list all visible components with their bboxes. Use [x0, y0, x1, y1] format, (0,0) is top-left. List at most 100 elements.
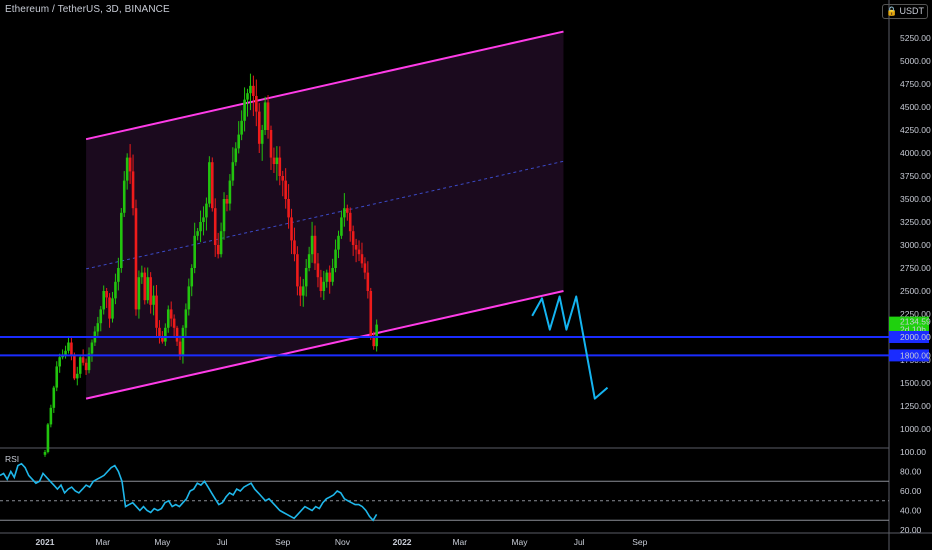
candle-body	[152, 295, 155, 305]
time-tick-label: Mar	[95, 537, 110, 547]
candle-body	[325, 272, 329, 282]
level-badge-label: 1800.00	[900, 350, 931, 360]
candle-body	[328, 272, 331, 282]
candle-body	[249, 85, 252, 94]
chart-title: Ethereum / TetherUS, 3D, BINANCE	[5, 4, 170, 15]
candle-body	[175, 327, 179, 342]
rsi-tick-label: 80.00	[900, 467, 922, 477]
last-price-label: 2134.59	[900, 317, 931, 327]
candle-body	[184, 309, 188, 328]
candle-body	[337, 235, 340, 250]
candle-body	[222, 199, 226, 232]
candle-body	[369, 291, 373, 337]
time-axis[interactable]: 2021 Mar May Jul Sep Nov 2022 Mar May Jul Sep	[36, 537, 648, 547]
candle-body	[287, 199, 290, 218]
candle-body	[58, 357, 61, 367]
candle-body	[319, 277, 323, 291]
candle-body	[140, 272, 144, 278]
candle-body	[213, 208, 217, 245]
candle-body	[246, 93, 249, 100]
currency-button[interactable]: 🔒 USDT	[882, 4, 928, 19]
candle-body	[120, 212, 123, 268]
candle-body	[345, 208, 349, 213]
last-price-badge	[889, 316, 929, 335]
candle-body	[187, 286, 191, 310]
price-axis[interactable]: 1000.001250.001500.001750.002000.002250.…	[889, 33, 931, 434]
time-tick-label: Mar	[452, 537, 467, 547]
candle-body	[105, 291, 108, 298]
candle-body	[143, 272, 147, 301]
last-price-countdown: 2d 10h	[900, 325, 926, 335]
candle-body	[111, 298, 114, 319]
candle-body	[301, 286, 305, 296]
price-tick-label: 1250.00	[900, 401, 931, 411]
candle-body	[49, 407, 53, 425]
candle-body	[354, 245, 358, 250]
channel-fill	[86, 31, 564, 399]
candle-body	[149, 277, 152, 305]
candle-body	[158, 327, 161, 337]
candle-body	[234, 148, 238, 163]
candle-body	[67, 342, 70, 351]
candle-body	[55, 366, 59, 388]
candle-body	[81, 357, 85, 363]
price-tick-label: 3750.00	[900, 171, 931, 181]
candle-body	[178, 341, 182, 356]
candle-body	[331, 268, 334, 282]
candle-body	[293, 240, 296, 255]
candle-body	[43, 452, 47, 455]
candle-body	[190, 268, 194, 287]
candle-body	[131, 171, 135, 209]
time-tick-label: Sep	[275, 537, 290, 547]
candle-body	[78, 357, 82, 374]
candle-body	[252, 85, 255, 96]
projection-line	[531, 295, 609, 400]
candle-body	[225, 199, 229, 204]
projection-path[interactable]	[531, 295, 609, 400]
candle-body	[172, 318, 176, 328]
channel-upper-line	[85, 30, 564, 141]
candle-body	[304, 268, 308, 287]
horizontal-levels[interactable]	[0, 336, 889, 357]
candle-body	[202, 217, 205, 222]
candle-body	[210, 162, 214, 209]
candlestick-series	[43, 73, 378, 457]
time-tick-label: Jul	[217, 537, 228, 547]
candle-body	[125, 157, 129, 181]
price-tick-label: 2250.00	[900, 309, 931, 319]
candle-body	[296, 254, 299, 287]
candle-body	[128, 157, 132, 172]
candle-body	[340, 217, 343, 236]
candle-body	[216, 245, 220, 255]
candle-body	[169, 309, 173, 319]
candle-body	[363, 263, 367, 273]
candle-body	[375, 324, 378, 347]
candle-body	[228, 180, 232, 204]
candle-body	[307, 254, 311, 268]
price-tick-label: 4500.00	[900, 102, 931, 112]
candle-body	[357, 249, 361, 255]
price-tick-label: 1000.00	[900, 424, 931, 434]
candle-body	[199, 222, 202, 232]
candle-body	[257, 111, 261, 144]
candle-body	[108, 297, 111, 319]
price-tick-label: 4750.00	[900, 79, 931, 89]
candle-body	[196, 231, 199, 236]
price-channel[interactable]	[85, 30, 564, 400]
time-tick-label: Sep	[632, 537, 647, 547]
rsi-tick-label: 20.00	[900, 525, 922, 535]
candle-body	[114, 281, 117, 299]
time-tick-label: May	[154, 537, 171, 547]
candle-body	[166, 309, 170, 328]
candle-body	[99, 309, 103, 324]
candle-body	[137, 277, 141, 310]
candle-body	[372, 337, 376, 347]
candle-body	[117, 268, 120, 282]
candle-body	[284, 180, 287, 199]
candle-body	[208, 162, 211, 204]
candle-body	[122, 180, 126, 213]
rsi-pane: RSI 100.00 80.00 60.00 40.00 20.00	[0, 447, 926, 535]
candle-body	[240, 120, 243, 135]
candle-body	[102, 291, 105, 310]
